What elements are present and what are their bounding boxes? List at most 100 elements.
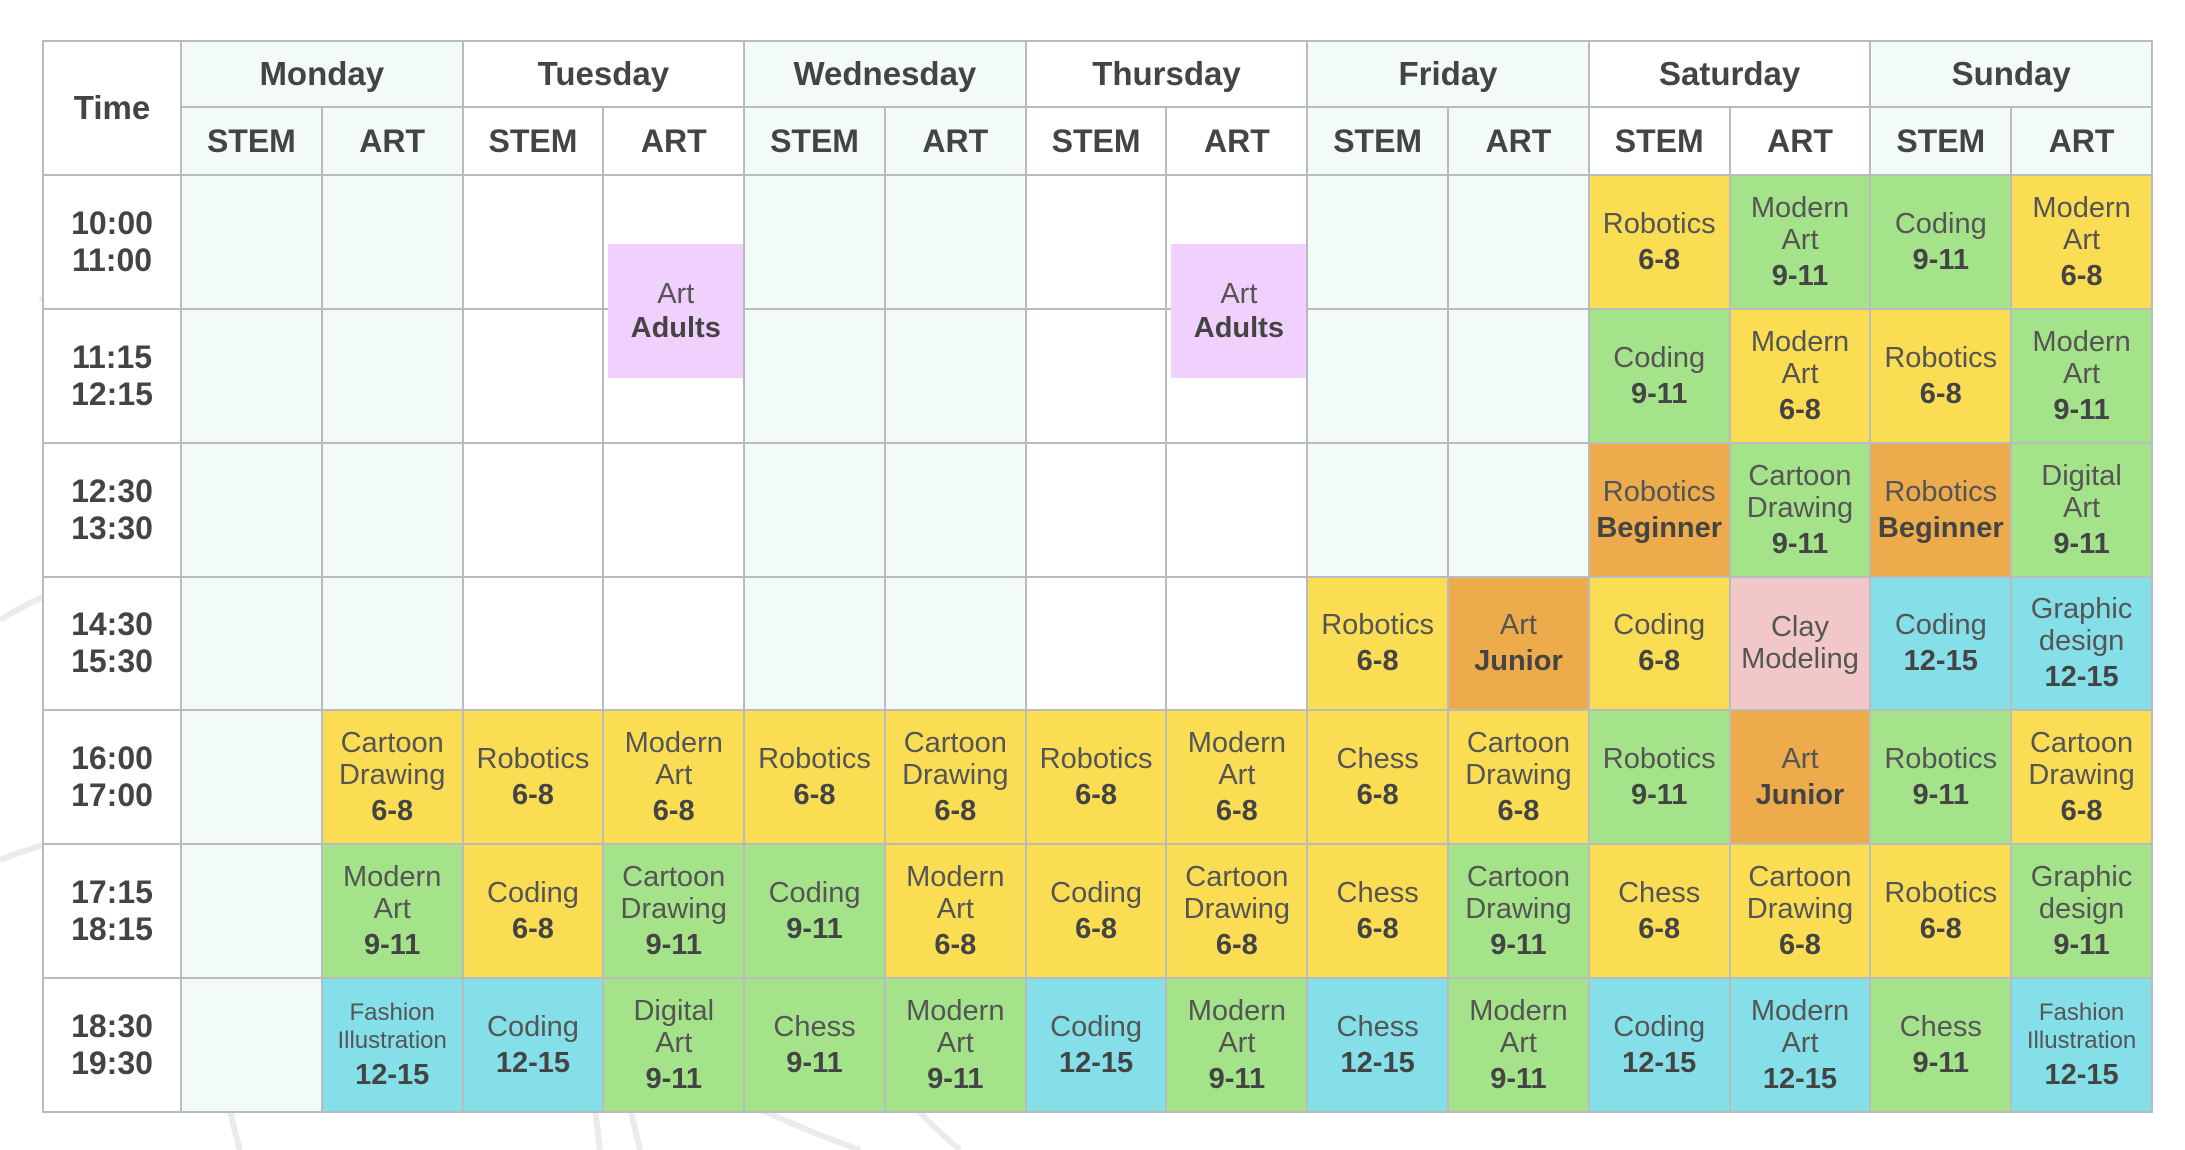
schedule-row: 17:15 18:15 Modern Art 9-11 Coding 6-8 Cartoon D…: [42, 843, 2153, 980]
class-block[interactable]: Cartoon Drawing 9-11: [602, 843, 746, 980]
class-block[interactable]: Robotics 6-8: [1869, 843, 2013, 980]
class-block[interactable]: Robotics 6-8: [1024, 709, 1168, 846]
class-block[interactable]: Modern Art 9-11: [883, 977, 1027, 1113]
class-block[interactable]: Chess 6-8: [1306, 843, 1450, 980]
class-block[interactable]: Modern Art 12-15: [1728, 977, 1872, 1113]
empty-slot: [1306, 174, 1450, 310]
class-block[interactable]: Modern Art 9-11: [320, 843, 464, 980]
class-title: Fashion Illustration: [337, 999, 447, 1055]
class-block[interactable]: Robotics 6-8: [1587, 174, 1731, 310]
class-title: Cartoon Drawing: [1465, 861, 1572, 926]
class-block[interactable]: Coding 12-15: [461, 977, 605, 1113]
class-title: Coding: [1894, 609, 1987, 642]
empty-slot: [1165, 575, 1309, 712]
time-header: Time: [42, 40, 182, 176]
class-block[interactable]: Robotics 6-8: [1869, 307, 2013, 444]
class-block[interactable]: Digital Art 9-11: [602, 977, 746, 1113]
class-block[interactable]: Art Junior: [1447, 575, 1590, 712]
class-title: Cartoon Drawing: [2028, 727, 2135, 792]
class-title: Robotics: [1884, 743, 1998, 776]
class-block-adults[interactable]: Art Adults: [1171, 243, 1307, 378]
class-block-adults[interactable]: Art Adults: [608, 243, 744, 378]
class-block[interactable]: Cartoon Drawing 6-8: [883, 709, 1027, 846]
class-age: 6-8: [1919, 913, 1962, 946]
class-block[interactable]: Fashion Illustration 12-15: [2010, 977, 2153, 1113]
class-block[interactable]: Modern Art 6-8: [2010, 174, 2153, 310]
class-block[interactable]: Chess 12-15: [1306, 977, 1450, 1113]
class-block[interactable]: Cartoon Drawing 6-8: [320, 709, 464, 846]
class-title: Modern Art: [2032, 325, 2131, 390]
class-age: 9-11: [2053, 527, 2110, 560]
class-block[interactable]: Cartoon Drawing 9-11: [1447, 843, 1590, 980]
class-block[interactable]: Graphic design 12-15: [2010, 575, 2153, 712]
class-title: Graphic design: [2030, 593, 2133, 658]
class-block[interactable]: Robotics 6-8: [1306, 575, 1450, 712]
day-header-tuesday: Tuesday: [461, 40, 746, 108]
empty-slot: [743, 575, 886, 712]
class-block[interactable]: Digital Art 9-11: [2010, 441, 2153, 578]
day-header-thursday: Thursday: [1024, 40, 1309, 108]
class-title: Robotics: [1602, 207, 1716, 240]
class-block[interactable]: Robotics Beginner: [1587, 441, 1731, 578]
class-block[interactable]: Robotics 9-11: [1869, 709, 2013, 846]
class-title: Cartoon Drawing: [1746, 459, 1854, 524]
class-age: 9-11: [786, 913, 843, 946]
day-header-wednesday: Wednesday: [743, 40, 1027, 108]
class-block[interactable]: Coding 12-15: [1024, 977, 1168, 1113]
class-title: Robotics: [758, 743, 871, 776]
schedule-row: 11:15 12:15 Art Adults Art Adults Coding 9-11 Mo…: [42, 243, 2153, 444]
class-block[interactable]: Robotics 6-8: [461, 709, 605, 846]
class-age: 6-8: [511, 779, 554, 812]
class-block[interactable]: Coding 9-11: [743, 843, 886, 980]
class-title: Modern Art: [624, 727, 723, 792]
class-block[interactable]: Coding 6-8: [461, 843, 605, 980]
class-age: 9-11: [1771, 527, 1829, 560]
class-block[interactable]: Graphic design 9-11: [2010, 843, 2153, 980]
class-block[interactable]: Cartoon Drawing 9-11: [1728, 441, 1872, 578]
schedule-row: 14:30 15:30 Robotics 6-8 Art Junior Coding 6-8 C…: [42, 575, 2153, 712]
class-block[interactable]: Cartoon Drawing 6-8: [2010, 709, 2153, 846]
class-block[interactable]: Chess 9-11: [743, 977, 886, 1113]
class-block[interactable]: Cartoon Drawing 6-8: [1728, 843, 1872, 980]
class-age: 9-11: [645, 1063, 702, 1096]
class-age: 6-8: [1356, 779, 1399, 812]
class-block[interactable]: Modern Art 6-8: [1728, 307, 1872, 444]
class-title: Graphic design: [2030, 861, 2133, 926]
class-age: 6-8: [1075, 913, 1118, 946]
class-age: 9-11: [927, 1063, 984, 1096]
class-block[interactable]: Coding 6-8: [1587, 575, 1731, 712]
time-slot: 10:00 11:00: [42, 174, 182, 310]
class-block[interactable]: Robotics 9-11: [1587, 709, 1731, 846]
class-block[interactable]: Robotics Beginner: [1869, 441, 2013, 578]
class-block[interactable]: Coding 9-11: [1869, 174, 2013, 310]
class-block[interactable]: Clay Modeling: [1728, 575, 1872, 712]
subheader-thursday-stem: STEM: [1024, 106, 1168, 176]
class-block[interactable]: Modern Art 6-8: [1165, 709, 1309, 846]
class-block[interactable]: Fashion Illustration 12-15: [320, 977, 464, 1113]
class-title: Coding: [487, 1011, 579, 1044]
class-block[interactable]: Cartoon Drawing 6-8: [1447, 709, 1590, 846]
class-age: 9-11: [1912, 243, 1969, 276]
class-block[interactable]: Modern Art 9-11: [2010, 307, 2153, 444]
empty-slot: [180, 575, 323, 712]
class-block[interactable]: Modern Art 9-11: [1165, 977, 1309, 1113]
class-block[interactable]: Coding 9-11: [1587, 307, 1731, 444]
class-block[interactable]: Coding 12-15: [1587, 977, 1731, 1113]
class-block[interactable]: Chess 6-8: [1306, 709, 1450, 846]
class-block[interactable]: Chess 6-8: [1587, 843, 1731, 980]
class-block[interactable]: Coding 6-8: [1024, 843, 1168, 980]
class-title: Chess: [1336, 877, 1419, 910]
subheader-friday-stem: STEM: [1306, 106, 1450, 176]
class-block[interactable]: Art Junior: [1728, 709, 1872, 846]
class-block[interactable]: Robotics 6-8: [743, 709, 886, 846]
time-start: 10:00: [71, 204, 153, 241]
class-block[interactable]: Cartoon Drawing 6-8: [1165, 843, 1309, 980]
class-block[interactable]: Modern Art 9-11: [1447, 977, 1590, 1113]
class-block[interactable]: Coding 12-15: [1869, 575, 2013, 712]
class-age: 9-11: [363, 929, 421, 962]
class-block[interactable]: Modern Art 9-11: [1728, 174, 1872, 310]
class-block[interactable]: Modern Art 6-8: [883, 843, 1027, 980]
empty-slot: [320, 174, 464, 310]
class-block[interactable]: Modern Art 6-8: [602, 709, 746, 846]
class-block[interactable]: Chess 9-11: [1869, 977, 2013, 1113]
